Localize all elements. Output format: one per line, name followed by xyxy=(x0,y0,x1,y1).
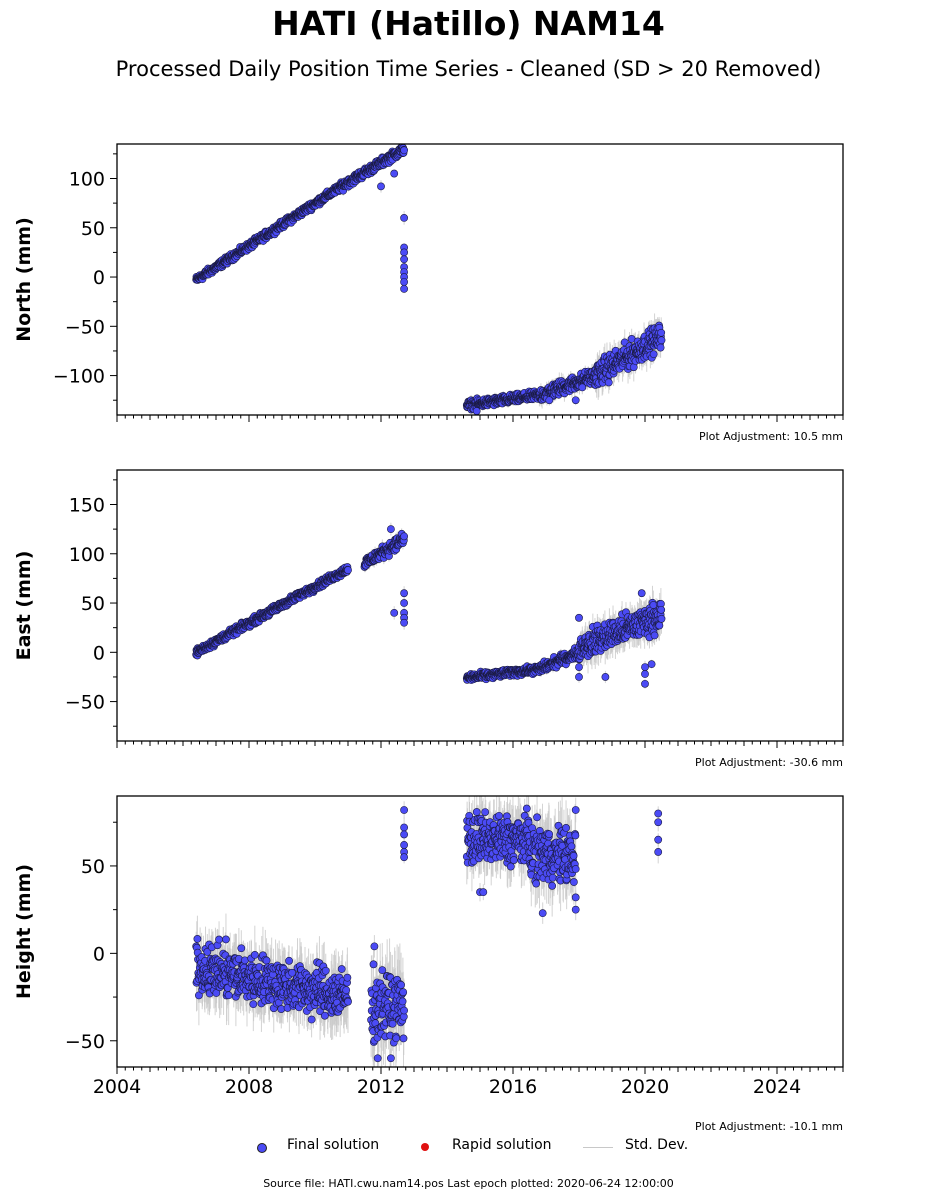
data-point xyxy=(604,378,613,387)
data-point xyxy=(400,255,408,264)
plot-adjustment-label: Plot Adjustment: 10.5 mm xyxy=(699,430,843,443)
data-point xyxy=(400,278,408,286)
y-tick-label: −50 xyxy=(65,316,105,338)
data-layer xyxy=(192,522,666,689)
y-tick-label: 50 xyxy=(81,218,105,240)
data-point xyxy=(657,328,666,337)
data-point xyxy=(472,407,481,415)
data-point xyxy=(545,396,554,405)
data-point xyxy=(344,566,352,575)
data-layer xyxy=(192,144,666,415)
page-title: HATI (Hatillo) NAM14 xyxy=(272,4,665,43)
data-point xyxy=(578,383,587,392)
data-point xyxy=(571,396,580,405)
data-point xyxy=(390,169,399,178)
data-point xyxy=(400,284,408,293)
y-axis-label: North (mm) xyxy=(13,217,35,342)
data-point xyxy=(400,214,408,222)
y-tick-label: 0 xyxy=(93,267,105,289)
page-subtitle: Processed Daily Position Time Series - C… xyxy=(115,57,822,81)
data-point xyxy=(649,350,658,359)
data-point xyxy=(400,146,408,155)
y-tick-label: −100 xyxy=(53,366,105,388)
data-point xyxy=(400,248,408,257)
data-point xyxy=(400,532,408,541)
data-point xyxy=(656,343,665,352)
data-point xyxy=(377,182,385,191)
plot-frame xyxy=(116,143,844,416)
y-tick-label: 100 xyxy=(69,168,105,190)
data-point xyxy=(657,336,666,345)
panel-0: −100 −50 0 50 100 North (mm) Plot Adjustment: … xyxy=(13,143,844,443)
